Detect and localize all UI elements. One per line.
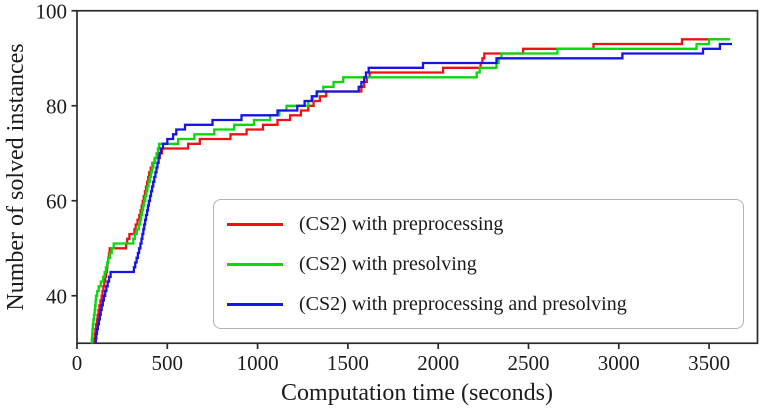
x-axis-label: Computation time (seconds) (281, 380, 553, 406)
y-tick-label: 100 (36, 0, 68, 23)
legend-box: (CS2) with preprocessing (CS2) with preso… (213, 199, 744, 329)
x-tick-label: 2500 (508, 351, 550, 375)
legend-line-swatch (227, 222, 283, 226)
series-line-1 (90, 38, 731, 344)
plot-border (76, 9, 759, 345)
legend-item-0: (CS2) with preprocessing (214, 204, 743, 244)
x-tick-label: 2000 (417, 351, 459, 375)
y-axis-label: Number of solved instances (3, 43, 29, 310)
legend-label: (CS2) with preprocessing (299, 213, 504, 235)
x-axis: 0 500 1000 1500 2000 2500 3000 3500 (72, 343, 730, 375)
series-line-2 (94, 42, 732, 344)
y-tick-label: 40 (46, 284, 67, 308)
series-group (90, 38, 732, 344)
y-axis: 40 60 80 100 (36, 0, 77, 308)
x-tick-label: 1500 (327, 351, 369, 375)
legend-line-swatch (227, 302, 283, 306)
x-tick-label: 1000 (237, 351, 279, 375)
legend-item-2: (CS2) with preprocessing and presolving (214, 284, 743, 324)
x-tick-label: 3000 (598, 351, 640, 375)
x-tick-label: 3500 (688, 351, 730, 375)
legend-label: (CS2) with preprocessing and presolving (299, 293, 627, 315)
y-tick-label: 80 (46, 94, 67, 118)
legend-item-1: (CS2) with presolving (214, 244, 743, 284)
legend-label: (CS2) with presolving (299, 253, 477, 275)
legend-line-swatch (227, 262, 283, 266)
x-tick-label: 500 (152, 351, 184, 375)
x-tick-label: 0 (72, 351, 83, 375)
y-tick-label: 60 (46, 189, 67, 213)
